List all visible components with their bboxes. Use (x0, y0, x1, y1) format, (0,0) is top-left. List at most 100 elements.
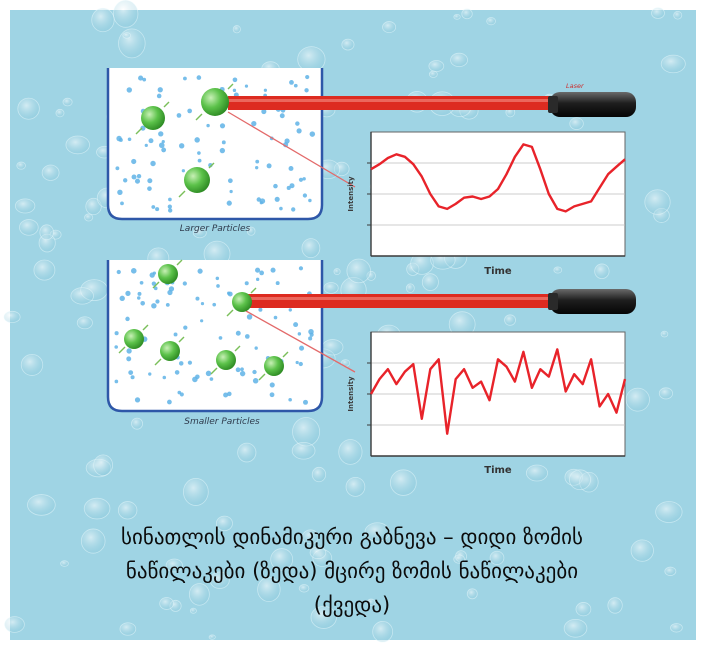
water-drop (594, 263, 610, 280)
water-drop (93, 454, 114, 476)
water-drop (91, 7, 115, 33)
small-particle (205, 370, 212, 377)
small-particle (235, 330, 241, 336)
small-particle (270, 267, 276, 273)
bottom-laser-beam (246, 294, 568, 308)
small-particle (174, 370, 180, 375)
bottom-panel: Smaller Particles Intensity Time (106, 259, 636, 476)
water-drop (364, 522, 390, 542)
small-particle (197, 158, 202, 163)
water-drop (118, 28, 146, 59)
small-particle (289, 183, 295, 189)
small-particle (152, 271, 157, 275)
small-particle (299, 345, 305, 351)
small-particle (168, 286, 175, 292)
small-particle (251, 120, 257, 127)
small-particle (209, 377, 214, 381)
small-particle (137, 291, 142, 296)
small-particle (150, 160, 156, 167)
small-particle (288, 308, 292, 312)
water-drop (341, 38, 355, 51)
small-particle (232, 77, 238, 83)
small-particle (165, 302, 170, 307)
water-drop (122, 32, 131, 39)
water-drop (366, 598, 376, 607)
motion-trail (210, 367, 218, 375)
water-drop (453, 554, 465, 564)
small-particle (125, 316, 130, 322)
small-particle (151, 205, 156, 209)
small-particle (126, 348, 132, 354)
small-particle (139, 280, 144, 285)
motion-trail (258, 373, 266, 381)
bottom-chart-ylabel: Intensity (347, 376, 355, 412)
particle (201, 88, 229, 116)
small-particle (116, 269, 121, 275)
small-particle (114, 345, 118, 349)
water-drop (405, 283, 415, 293)
water-drop (453, 13, 461, 20)
water-drop (65, 135, 90, 155)
motion-trail (195, 113, 203, 121)
caption-line-1: სინათლის დინამიკური გაბნევა – დიდი ზომის (121, 525, 583, 549)
bottom-small-particles-large-markers (118, 259, 289, 381)
small-particle (221, 140, 226, 145)
small-particle (137, 296, 141, 300)
small-particle (128, 370, 134, 375)
small-particle (295, 121, 300, 126)
water-drop (19, 219, 39, 236)
water-drop (311, 466, 327, 483)
small-particle (158, 131, 164, 137)
motion-trail (226, 309, 234, 317)
small-particle (246, 314, 253, 320)
water-drop (159, 597, 174, 610)
small-particle (168, 197, 172, 202)
small-particle (216, 284, 220, 288)
water-drop (625, 387, 650, 412)
small-particle (273, 183, 278, 189)
small-particle (120, 201, 124, 206)
water-drop (209, 571, 230, 589)
motion-trail (234, 345, 241, 352)
water-drop (310, 605, 337, 629)
small-particle (151, 281, 157, 286)
water-drop (41, 164, 60, 181)
caption-line-3: (ქვედა) (313, 593, 391, 617)
motion-trail (282, 351, 289, 358)
small-particle (255, 165, 259, 170)
small-particle (136, 173, 142, 179)
water-drop (644, 189, 671, 215)
water-drop (76, 316, 93, 330)
water-drop (232, 25, 241, 34)
small-particle (212, 302, 217, 307)
water-drop (466, 588, 478, 600)
small-particle (182, 281, 187, 286)
small-particle (206, 123, 210, 128)
small-particle (114, 331, 119, 336)
water-drop (80, 528, 106, 554)
small-particle (153, 286, 158, 291)
water-drop (182, 477, 209, 506)
water-drop (237, 442, 257, 463)
small-particle (254, 346, 258, 350)
small-particle (255, 159, 260, 164)
water-drop (39, 224, 54, 241)
small-particle (140, 125, 146, 131)
top-small-particles (115, 74, 316, 213)
small-particle (308, 336, 313, 341)
small-particle (181, 169, 185, 173)
water-drop (20, 353, 44, 376)
particle (216, 350, 236, 370)
small-particle (255, 277, 260, 281)
small-particle (304, 88, 309, 93)
water-drop (4, 616, 25, 633)
motion-trail (178, 190, 186, 198)
water-drop (338, 439, 363, 465)
small-particle (116, 135, 122, 142)
motion-trail (176, 259, 183, 266)
small-particle (296, 128, 302, 134)
water-drop (389, 469, 417, 496)
small-particle (178, 361, 184, 366)
small-particle (235, 367, 241, 373)
